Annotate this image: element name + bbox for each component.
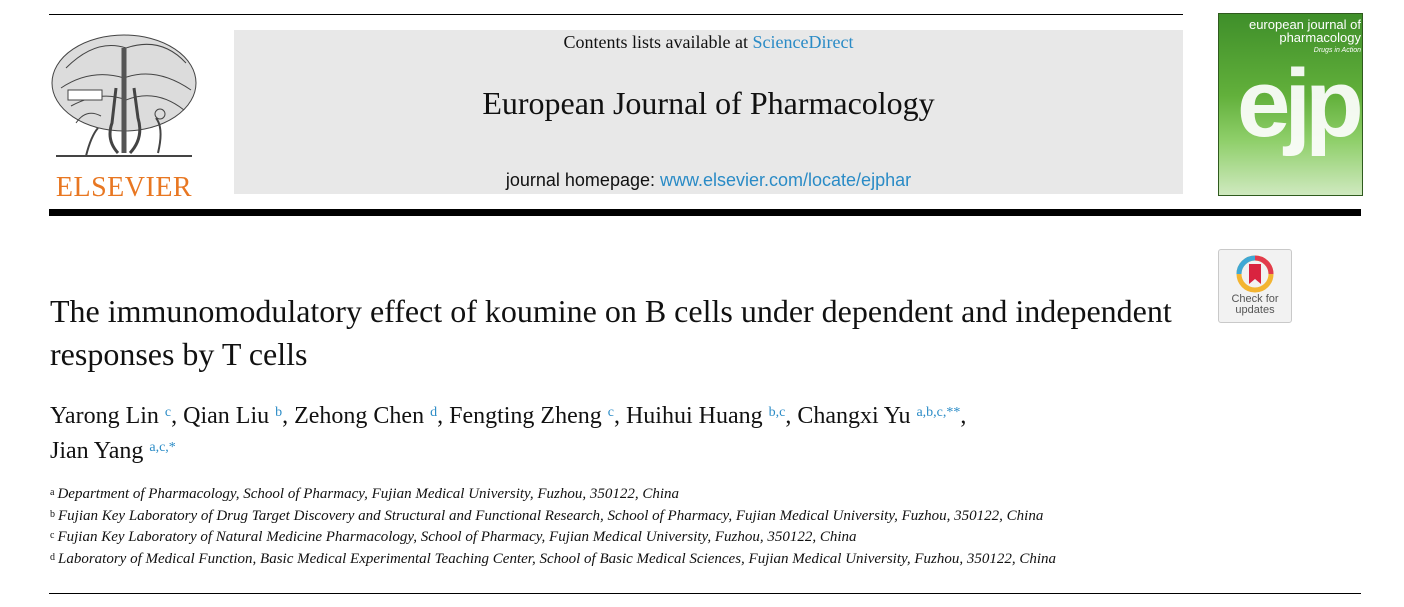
affiliation-text: Fujian Key Laboratory of Natural Medicin… [57, 529, 857, 545]
author-affiliation-marks[interactable]: d [430, 405, 438, 420]
author-separator: , [171, 403, 184, 429]
affiliation-text: Fujian Key Laboratory of Drug Target Dis… [58, 507, 1044, 524]
author-affiliation-marks[interactable]: b,c [768, 405, 786, 420]
author-affiliation-marks[interactable]: a,c,* [149, 440, 176, 455]
author[interactable]: Fengting Zheng c [449, 403, 614, 429]
author-affiliation-marks[interactable]: b [275, 405, 283, 420]
affiliation-text: Department of Pharmacology, School of Ph… [57, 486, 680, 502]
author[interactable]: Huihui Huang b,c [626, 403, 785, 429]
author-name[interactable]: Zehong Chen [294, 403, 425, 429]
author[interactable]: Jian Yang a,c,* [50, 438, 176, 464]
author-separator: , [613, 403, 626, 429]
cover-line-2: pharmacology [1279, 30, 1361, 45]
author-name[interactable]: Qian Liu [183, 403, 270, 429]
cover-line-1: european journal of [1248, 17, 1361, 32]
cover-ejp-mark: ejp [1237, 50, 1362, 157]
elsevier-tree-icon [51, 34, 197, 157]
crossmark-icon [1236, 255, 1274, 293]
affiliation-key: a [50, 487, 55, 498]
homepage-prefix: journal homepage: [505, 170, 660, 190]
sciencedirect-link[interactable]: ScienceDirect [752, 32, 854, 52]
author-affiliation-marks[interactable]: c [164, 405, 172, 420]
author-name[interactable]: Fengting Zheng [449, 403, 602, 429]
contents-prefix: Contents lists available at [563, 32, 753, 52]
author-separator: , [785, 403, 798, 429]
affiliation-text: Laboratory of Medical Function, Basic Me… [58, 550, 1057, 567]
author-name[interactable]: Jian Yang [50, 438, 144, 464]
crossmark-label: Check for updates [1219, 294, 1291, 316]
author-affiliation-marks[interactable]: a,b,c,** [916, 405, 961, 420]
affiliation-item: c Fujian Key Laboratory of Natural Medici… [50, 527, 1250, 549]
homepage-link[interactable]: www.elsevier.com/locate/ejphar [659, 170, 912, 190]
section-bottom-rule [49, 593, 1361, 594]
author[interactable]: Qian Liu b [183, 403, 282, 429]
author-name[interactable]: Changxi Yu [797, 403, 911, 429]
header-top-rule [49, 14, 1183, 15]
author-affiliation-marks[interactable]: c [607, 405, 614, 420]
elsevier-logo[interactable]: ELSEVIER [46, 28, 202, 203]
author-name[interactable]: Yarong Lin [50, 403, 159, 429]
article-title: The immunomodulatory effect of koumine o… [50, 293, 1172, 372]
cover-line-3: Drugs in Action [1313, 47, 1361, 54]
crossmark-line-2: updates [1235, 304, 1275, 316]
author[interactable]: Yarong Lin c [50, 403, 171, 429]
journal-title[interactable]: European Journal of Pharmacology [482, 85, 935, 121]
affiliation-item: d Laboratory of Medical Function, Basic M… [50, 549, 1250, 571]
author[interactable]: Zehong Chen d [294, 403, 437, 429]
crossmark-line-1: Check for [1231, 293, 1279, 305]
contents-line: Contents lists available at ScienceDirec… [234, 32, 1183, 53]
author-list: Yarong Lin c, Qian Liu b, Zehong Chen d,… [50, 399, 1210, 469]
author[interactable]: Changxi Yu a,b,c,** [797, 403, 960, 429]
journal-banner: Contents lists available at ScienceDirec… [234, 30, 1183, 194]
journal-cover[interactable]: european journal of pharmacology Drugs i… [1218, 13, 1363, 196]
affiliation-list: a Department of Pharmacology, School of P… [50, 484, 1250, 570]
author-name[interactable]: Huihui Huang [625, 403, 763, 429]
header-thick-rule [49, 209, 1361, 216]
affiliation-item: a Department of Pharmacology, School of P… [50, 484, 1250, 506]
elsevier-wordmark: ELSEVIER [55, 172, 193, 203]
affiliation-key: d [50, 551, 55, 563]
author-separator: , [960, 403, 967, 429]
homepage-line: journal homepage: www.elsevier.com/locat… [234, 170, 1183, 191]
check-for-updates-badge[interactable]: Check for updates [1218, 249, 1292, 323]
affiliation-key: b [50, 508, 55, 520]
author-separator: , [437, 403, 450, 429]
author-separator: , [282, 403, 295, 429]
affiliation-key: c [50, 530, 55, 541]
cover-title: european journal of pharmacology Drugs i… [1225, 18, 1361, 57]
affiliation-item: b Fujian Key Laboratory of Drug Target Di… [50, 506, 1250, 528]
